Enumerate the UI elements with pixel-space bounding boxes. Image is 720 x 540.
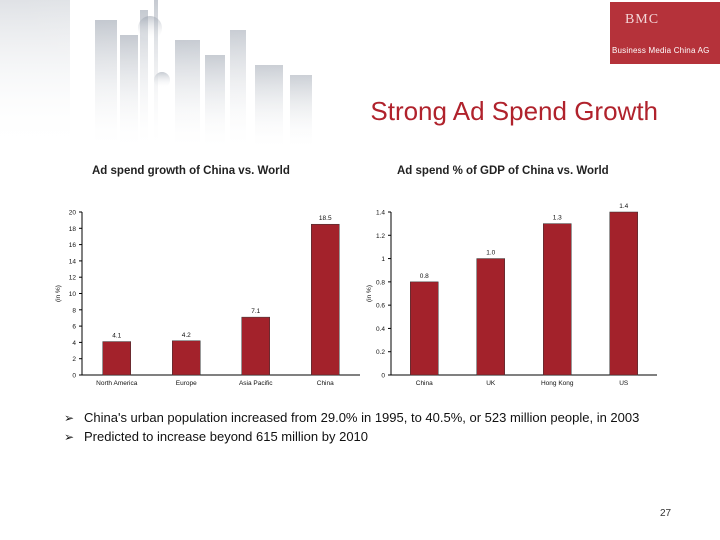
page-number: 27 [660, 508, 672, 519]
bar [476, 258, 505, 376]
bullet-text: China's urban population increased from … [84, 410, 640, 425]
bullet-list: ➢ China's urban population increased fro… [64, 410, 664, 448]
y-axis-label: (in %) [55, 285, 62, 302]
y-tick-label: 0 [381, 373, 385, 380]
x-tick-label: Europe [176, 380, 197, 387]
y-tick-label: 10 [69, 291, 77, 298]
bullet-arrow-icon: ➢ [64, 411, 75, 425]
bar-value-label: 1.3 [553, 215, 562, 222]
bar-value-label: 1.4 [619, 203, 628, 210]
bar-value-label: 0.8 [420, 273, 429, 280]
y-tick-label: 6 [72, 324, 76, 331]
y-tick-label: 1 [381, 256, 385, 263]
x-tick-label: China [317, 380, 334, 387]
logo-company-name: Business Media China AG [612, 46, 710, 55]
x-tick-label: US [619, 380, 629, 387]
y-tick-label: 20 [69, 210, 77, 217]
bar [241, 316, 270, 376]
y-tick-label: 8 [72, 307, 76, 314]
bar [311, 223, 340, 376]
bar [543, 223, 572, 376]
bar [609, 211, 638, 376]
y-tick-label: 0 [72, 373, 76, 380]
x-tick-label: Hong Kong [541, 380, 574, 387]
y-tick-label: 16 [69, 242, 77, 249]
bullet-arrow-icon: ➢ [64, 430, 75, 444]
y-tick-label: 1.2 [376, 233, 385, 240]
chart1-title: Ad spend growth of China vs. World [92, 165, 290, 177]
bullet-text: Predicted to increase beyond 615 million… [84, 429, 369, 444]
bar-value-label: 1.0 [486, 250, 495, 257]
logo-mark: BMC [624, 12, 660, 27]
skyline-background [0, 0, 720, 150]
x-tick-label: China [416, 380, 433, 387]
bar [102, 341, 131, 376]
x-tick-label: UK [486, 380, 496, 387]
bar [410, 281, 439, 376]
y-tick-label: 4 [72, 340, 76, 347]
y-tick-label: 0.6 [376, 303, 385, 310]
bullet-item: ➢ China's urban population increased fro… [64, 410, 664, 426]
chart2-title: Ad spend % of GDP of China vs. World [397, 165, 609, 177]
bar [172, 340, 201, 376]
y-tick-label: 0.8 [376, 279, 385, 286]
bar-value-label: 4.1 [112, 333, 121, 340]
y-tick-label: 0.4 [376, 326, 385, 333]
bar-value-label: 7.1 [251, 308, 260, 315]
y-tick-label: 14 [69, 258, 77, 265]
bar-value-label: 4.2 [182, 332, 191, 339]
ad-growth-chart: 0 2 4 6 8 10 12 14 16 18 20 (in %) 4.1 North America 4… [55, 210, 360, 387]
y-tick-label: 12 [69, 275, 77, 282]
y-tick-label: 1.4 [376, 210, 385, 217]
x-tick-label: Asia Pacific [239, 380, 273, 387]
y-tick-label: 2 [72, 356, 76, 363]
y-axis-label: (in %) [366, 285, 373, 302]
y-tick-label: 0.2 [376, 349, 385, 356]
ad-gdp-chart: 00.20.40.60.811.21.4(in %)0.8China1.0UK1… [366, 203, 657, 387]
bullet-item: ➢ Predicted to increase beyond 615 milli… [64, 429, 664, 445]
company-logo: BMC Business Media China AG [610, 2, 720, 64]
slide-title: Strong Ad Spend Growth [370, 96, 658, 126]
x-tick-label: North America [96, 380, 138, 387]
bar-value-label: 18.5 [319, 215, 332, 222]
y-tick-label: 18 [69, 226, 77, 233]
